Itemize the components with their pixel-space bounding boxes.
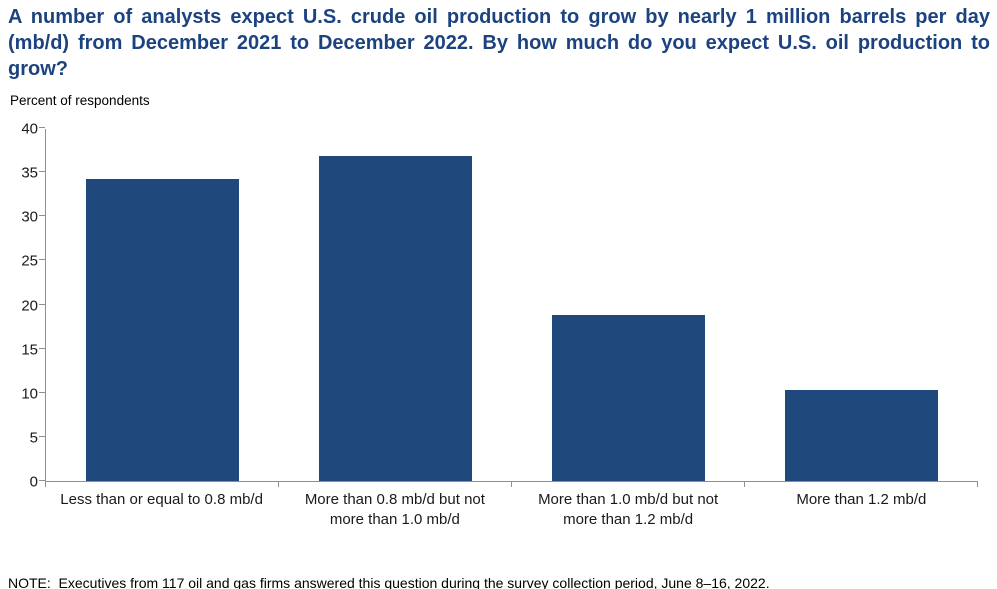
x-category-label-text: More than 1.2 mb/d <box>796 491 927 508</box>
footer: NOTE: Executives from 117 oil and gas fi… <box>8 536 770 589</box>
y-tick-label: 40 <box>21 120 38 138</box>
x-category-label-2: More than 0.8 mb/d but not more than 1.0… <box>278 490 511 530</box>
y-tick-label: 0 <box>29 473 38 491</box>
y-tick-label: 30 <box>21 208 38 226</box>
y-tick-mark <box>39 391 45 393</box>
bar-slot <box>745 129 978 481</box>
x-category-label-4: More than 1.2 mb/d <box>745 490 978 530</box>
plot-area <box>39 127 978 487</box>
x-axis-labels: Less than or equal to 0.8 mb/d More than … <box>45 490 978 530</box>
chart-subtitle: Percent of respondents <box>10 93 150 108</box>
y-tick-label: 20 <box>21 297 38 314</box>
x-category-label-1: Less than or equal to 0.8 mb/d <box>45 490 278 530</box>
x-category-label-text: More than 0.8 mb/d but not more than 1.0… <box>304 491 485 528</box>
y-tick-label: 10 <box>21 385 38 403</box>
y-tick-mark <box>39 127 45 128</box>
x-tick-mark <box>977 482 978 487</box>
x-tick-mark <box>744 482 745 487</box>
footer-note: NOTE: Executives from 117 oil and gas fi… <box>8 575 770 589</box>
y-tick-mark <box>39 259 45 261</box>
x-category-label-text: Less than or equal to 0.8 mb/d <box>60 491 263 508</box>
y-tick-mark <box>39 171 45 173</box>
bar-3 <box>551 315 706 481</box>
bar-slot <box>46 129 279 481</box>
y-tick-mark <box>39 303 45 305</box>
x-tick-mark <box>278 482 279 487</box>
x-tick-mark <box>45 482 46 487</box>
y-tick-label: 35 <box>21 164 38 182</box>
y-tick-mark <box>39 435 45 437</box>
bar-4 <box>784 390 939 481</box>
x-tick-mark <box>511 482 512 487</box>
bar-slot <box>279 129 512 481</box>
y-tick-mark <box>39 480 45 481</box>
bars <box>46 129 978 481</box>
y-tick-mark <box>39 347 45 349</box>
y-tick-mark <box>39 215 45 217</box>
x-category-label-text: More than 1.0 mb/d but not more than 1.2… <box>538 491 719 528</box>
bar-2 <box>318 156 473 481</box>
y-axis-labels: 0 5 10 15 20 25 30 35 40 <box>0 121 38 491</box>
bar-slot <box>512 129 745 481</box>
y-tick-label: 5 <box>29 429 38 447</box>
y-tick-label: 25 <box>21 252 38 270</box>
x-category-label-3: More than 1.0 mb/d but not more than 1.2… <box>512 490 745 530</box>
y-tick-label: 15 <box>21 341 38 359</box>
bar-1 <box>85 179 240 481</box>
chart-title: A number of analysts expect U.S. crude o… <box>8 6 990 80</box>
